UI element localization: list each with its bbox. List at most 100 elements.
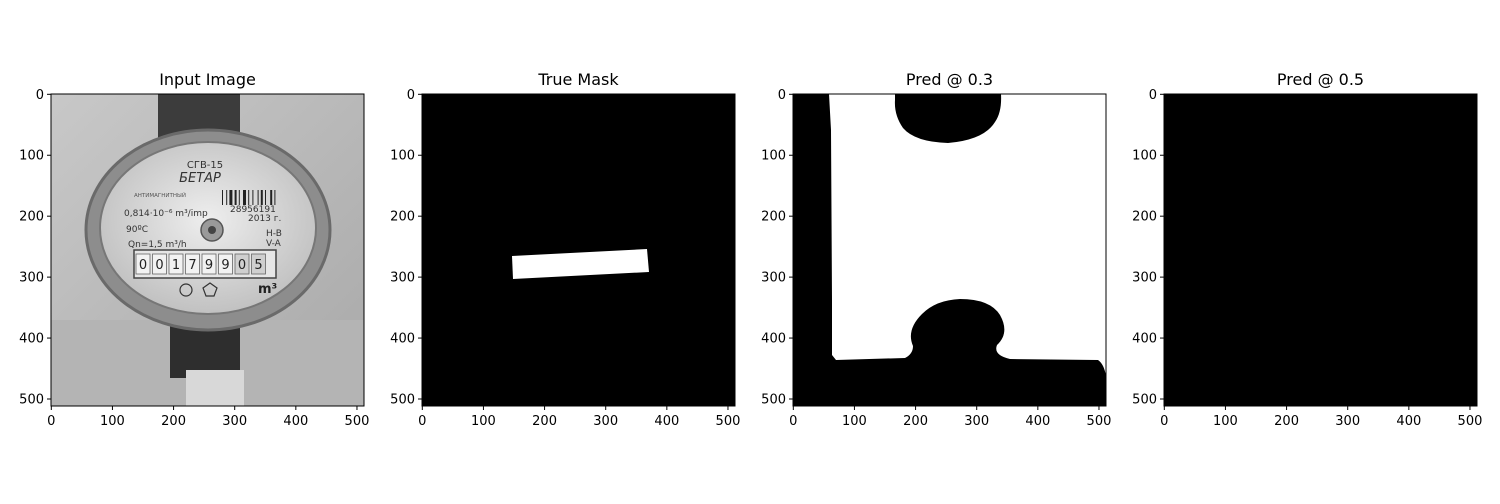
panel-title: Pred @ 0.3 <box>906 70 993 89</box>
counter-digit-cell <box>152 253 167 275</box>
meter-center-hub <box>208 226 216 234</box>
y-tick-label: 200 <box>761 210 786 225</box>
y-tick-label: 0 <box>1149 88 1157 103</box>
barcode-bar <box>274 190 276 205</box>
y-tick-label: 300 <box>761 271 786 286</box>
y-tick-label: 300 <box>19 271 44 286</box>
y-tick-label: 400 <box>19 332 44 347</box>
y-tick-label: 500 <box>19 392 44 407</box>
barcode-bar <box>234 190 237 205</box>
barcode-bar <box>265 190 266 205</box>
barcode <box>222 190 276 205</box>
x-tick-label: 100 <box>842 414 867 429</box>
counter-digit-cell <box>135 253 151 275</box>
pred-left-band <box>793 94 1106 406</box>
counter-digit: 5 <box>254 258 262 273</box>
y-tick-label: 300 <box>390 271 415 286</box>
meter-year: 2013 г. <box>248 214 281 224</box>
counter-digit-cell <box>251 253 266 275</box>
axes-frame <box>1163 93 1478 407</box>
barcode-bar <box>226 190 228 205</box>
y-tick-label: 500 <box>761 392 786 407</box>
panel-title: Pred @ 0.5 <box>1277 70 1364 89</box>
axes-frame <box>792 93 1107 407</box>
barcode-bar <box>229 190 233 205</box>
y-tick-label: 500 <box>390 392 415 407</box>
mask-background <box>1164 94 1477 406</box>
counter-digit: 0 <box>139 258 147 273</box>
meter-temp: 90ºC <box>126 225 148 235</box>
x-tick-label: 400 <box>283 414 308 429</box>
counter-digit: 9 <box>205 258 213 273</box>
barcode-bar <box>257 190 259 205</box>
y-tick-label: 200 <box>19 210 44 225</box>
counter-digit-cell <box>168 253 184 275</box>
meter-serial: 28956191 <box>230 205 276 215</box>
y-tick-label: 0 <box>407 88 415 103</box>
y-tick-label: 100 <box>390 149 415 164</box>
panel-input-image: Input Image СГВ-15 БЕТАР АНТИМАГНИТНЫЙ 0… <box>50 70 365 407</box>
x-tick-label: 400 <box>654 414 679 429</box>
x-tick-label: 500 <box>345 414 370 429</box>
counter-digit: 7 <box>188 258 196 273</box>
meter-flow: Qn=1,5 m³/h <box>128 240 187 250</box>
counter-digit: 0 <box>155 258 163 273</box>
pred-top-blob <box>894 94 1002 143</box>
barcode-bar <box>260 190 263 205</box>
counter-digit: 9 <box>221 258 229 273</box>
cert-mark <box>179 283 193 297</box>
meter-unit: m³ <box>258 282 277 297</box>
x-tick-label: 0 <box>789 414 797 429</box>
x-tick-label: 400 <box>1396 414 1421 429</box>
y-tick-label: 100 <box>19 149 44 164</box>
counter-digit-cell <box>201 253 217 275</box>
mask-background <box>422 94 735 406</box>
barcode-bar <box>243 190 246 205</box>
y-tick-label: 200 <box>1132 210 1157 225</box>
y-tick-label: 400 <box>1132 332 1157 347</box>
y-tick-label: 200 <box>390 210 415 225</box>
barcode-bar <box>270 190 273 205</box>
counter-digit-cell <box>185 253 200 275</box>
x-tick-label: 300 <box>964 414 989 429</box>
x-tick-label: 200 <box>532 414 557 429</box>
meter-brand: БЕТАР <box>179 171 221 186</box>
x-tick-label: 100 <box>471 414 496 429</box>
meter-model: СГВ-15 <box>187 160 223 171</box>
x-tick-label: 500 <box>1458 414 1483 429</box>
meter-pulse: 0,814·10⁻⁶ m³/imp <box>124 209 208 219</box>
barcode-bar <box>222 190 223 205</box>
x-tick-label: 500 <box>716 414 741 429</box>
x-tick-label: 300 <box>222 414 247 429</box>
y-tick-label: 400 <box>761 332 786 347</box>
panel-pred-03: Pred @ 0.3 <box>792 70 1107 407</box>
meter-antimagnetic: АНТИМАГНИТНЫЙ <box>134 192 186 199</box>
barcode-bar <box>248 190 250 205</box>
x-tick-label: 0 <box>1160 414 1168 429</box>
y-tick-label: 100 <box>1132 149 1157 164</box>
panel-pred-05: Pred @ 0.5 <box>1163 70 1478 407</box>
panel-title: Input Image <box>159 70 256 89</box>
x-tick-label: 300 <box>1335 414 1360 429</box>
cert-pentagon <box>202 282 218 297</box>
y-tick-label: 0 <box>36 88 44 103</box>
y-tick-label: 0 <box>778 88 786 103</box>
panel-true-mask: True Mask <box>421 70 736 407</box>
x-tick-label: 0 <box>418 414 426 429</box>
axes-frame <box>50 93 365 407</box>
y-tick-label: 300 <box>1132 271 1157 286</box>
x-tick-label: 200 <box>1274 414 1299 429</box>
meter-va: V-A <box>266 239 282 249</box>
barcode-bar <box>238 190 240 205</box>
x-tick-label: 100 <box>1213 414 1238 429</box>
barcode-bar <box>252 190 254 205</box>
y-tick-label: 100 <box>761 149 786 164</box>
counter-digit: 1 <box>172 258 180 273</box>
x-tick-label: 400 <box>1025 414 1050 429</box>
y-tick-label: 400 <box>390 332 415 347</box>
counter-digit-cell <box>234 253 250 275</box>
meter-photo: СГВ-15 БЕТАР АНТИМАГНИТНЫЙ 0,814·10⁻⁶ m³… <box>51 94 364 406</box>
axes-frame <box>421 93 736 407</box>
